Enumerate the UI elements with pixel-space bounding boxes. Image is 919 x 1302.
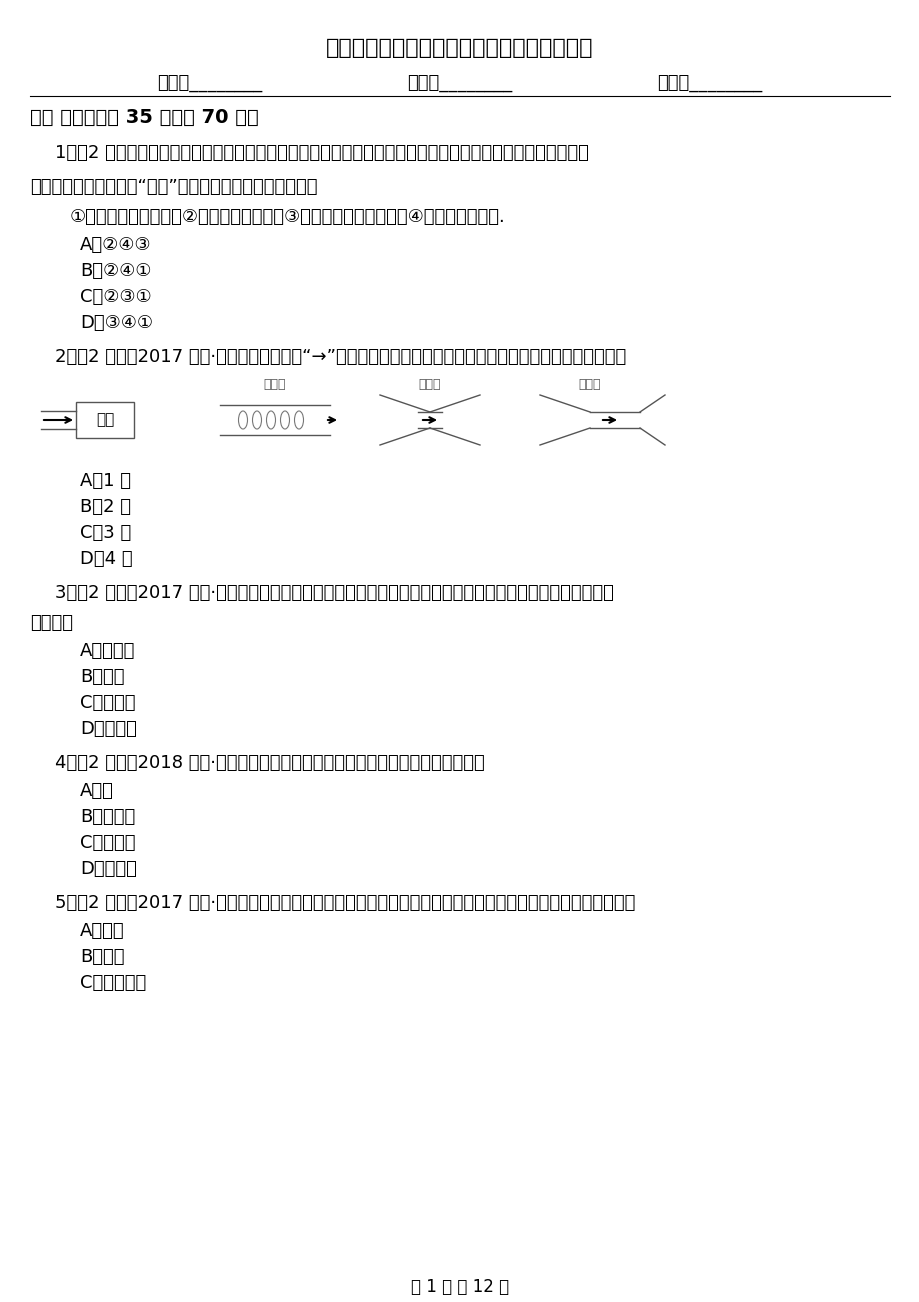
Bar bbox=[76, 402, 134, 437]
Text: 红细胞: 红细胞 bbox=[418, 378, 441, 391]
Text: 一、 单选题（共 35 题；共 70 分）: 一、 单选题（共 35 题；共 70 分） bbox=[30, 108, 258, 128]
Text: B．血浆: B．血浆 bbox=[80, 668, 124, 686]
Text: 2．（2 分）（2017 八下·仙游期中）如图中“→”表示血管内血液流动的方向，其中可确定为静脉的有（　　）: 2．（2 分）（2017 八下·仙游期中）如图中“→”表示血管内血液流动的方向，… bbox=[55, 348, 626, 366]
Text: B．蛋白质: B．蛋白质 bbox=[80, 809, 135, 825]
Text: ①皮肤下的静脉　　　②皮肤下的动脉　　③皮肤内的毛细血管　　④肌肉内毛细血管.: ①皮肤下的静脉 ②皮肤下的动脉 ③皮肤内的毛细血管 ④肌肉内毛细血管. bbox=[70, 208, 505, 227]
Text: A．贫血: A．贫血 bbox=[80, 922, 124, 940]
Text: B．2 条: B．2 条 bbox=[80, 497, 130, 516]
Text: 河北省保定市八年级上学期生物期中考试试卷: 河北省保定市八年级上学期生物期中考试试卷 bbox=[326, 38, 593, 59]
Text: A．红细胞: A．红细胞 bbox=[80, 642, 135, 660]
Text: A．1 条: A．1 条 bbox=[80, 473, 130, 490]
Text: 姓名：________: 姓名：________ bbox=[157, 74, 262, 92]
Text: D．无机盐: D．无机盐 bbox=[80, 861, 137, 878]
Text: C．血小板: C．血小板 bbox=[80, 694, 135, 712]
Text: C．葡萄糖: C．葡萄糖 bbox=[80, 835, 135, 852]
Text: A．②④③: A．②④③ bbox=[80, 236, 152, 254]
Text: 5．（2 分）（2017 七下·福州期末）某病人做血常规检查时，发现白细胞的数量明显偏高，这人可能得了（　　）: 5．（2 分）（2017 七下·福州期末）某病人做血常规检查时，发现白细胞的数量… bbox=[55, 894, 635, 911]
Text: C．②③①: C．②③① bbox=[80, 288, 152, 306]
Text: 红细胞: 红细胞 bbox=[578, 378, 601, 391]
Text: B．②④①: B．②④① bbox=[80, 262, 152, 280]
Text: 1．（2 分）某同学扁桃体发炎，他来到医院注射抗生素进行治疗．他先后进行了皮试、肌肉注射、打了吊瓶，: 1．（2 分）某同学扁桃体发炎，他来到医院注射抗生素进行治疗．他先后进行了皮试、… bbox=[55, 145, 588, 161]
Text: 班级：________: 班级：________ bbox=[407, 74, 512, 92]
Text: 红细胞: 红细胞 bbox=[264, 378, 286, 391]
Text: （　　）: （ ） bbox=[30, 615, 73, 631]
Text: 第 1 页 共 12 页: 第 1 页 共 12 页 bbox=[411, 1279, 508, 1295]
Text: C．3 条: C．3 条 bbox=[80, 523, 131, 542]
Text: B．炎症: B．炎症 bbox=[80, 948, 124, 966]
Text: A．水: A．水 bbox=[80, 783, 114, 799]
Text: C．血流不止: C．血流不止 bbox=[80, 974, 146, 992]
Text: 4．（2 分）（2018 七上·铁力期中）血浆中含量最多的物质是　　　　　（　　）: 4．（2 分）（2018 七上·铁力期中）血浆中含量最多的物质是 （ ） bbox=[55, 754, 484, 772]
Text: D．③④①: D．③④① bbox=[80, 314, 153, 332]
Text: 你知道注射的药物分别“进入”了什么血管结构吗？（　　）: 你知道注射的药物分别“进入”了什么血管结构吗？（ ） bbox=[30, 178, 317, 197]
Text: 3．（2 分）（2017 七下·山西期中）当人体出现急性炎症时，血液里数量明显增多、并能吞噬病菌的血细胞是: 3．（2 分）（2017 七下·山西期中）当人体出现急性炎症时，血液里数量明显增… bbox=[55, 585, 613, 602]
Text: D．4 条: D．4 条 bbox=[80, 549, 132, 568]
Text: 心脏: 心脏 bbox=[96, 413, 114, 427]
Text: 成绩：________: 成绩：________ bbox=[657, 74, 762, 92]
Text: D．白细胞: D．白细胞 bbox=[80, 720, 137, 738]
